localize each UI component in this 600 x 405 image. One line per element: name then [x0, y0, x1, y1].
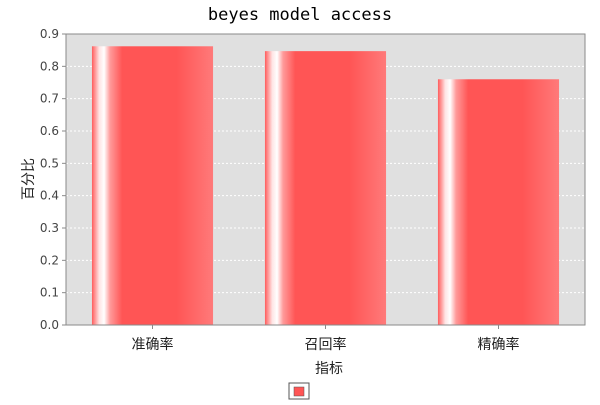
- x-tick-label: 准确率: [132, 336, 174, 353]
- bar-2: [264, 51, 387, 326]
- y-tick-label: 0.9: [40, 27, 59, 41]
- y-tick-label: 0.3: [40, 221, 59, 235]
- chart-title: beyes model access: [208, 5, 392, 25]
- x-tick-label: 精确率: [478, 336, 520, 353]
- bar-3: [437, 79, 560, 326]
- y-tick-label: 0.4: [40, 189, 59, 203]
- x-axis-label: 指标: [315, 361, 343, 377]
- y-tick-label: 0.5: [40, 156, 59, 170]
- y-tick-label: 0.8: [40, 59, 59, 73]
- y-tick-label: 0.2: [40, 253, 59, 267]
- x-tick-label: 召回率: [305, 336, 347, 353]
- y-tick-label: 0.0: [40, 318, 59, 332]
- y-tick-label: 0.7: [40, 92, 59, 106]
- y-tick-label: 0.1: [40, 286, 59, 300]
- y-tick-label: 0.6: [40, 124, 59, 138]
- y-axis-ticks: 0.0 0.1 0.2 0.3 0.4 0.5 0.6 0.7 0.8 0.9: [40, 27, 66, 332]
- bars: [91, 46, 560, 326]
- legend: [288, 382, 310, 400]
- bar-1: [91, 46, 214, 325]
- legend-swatch: [293, 386, 305, 397]
- y-axis-label: 百分比: [21, 158, 37, 200]
- x-axis-ticks: 准确率 召回率 精确率: [132, 325, 520, 353]
